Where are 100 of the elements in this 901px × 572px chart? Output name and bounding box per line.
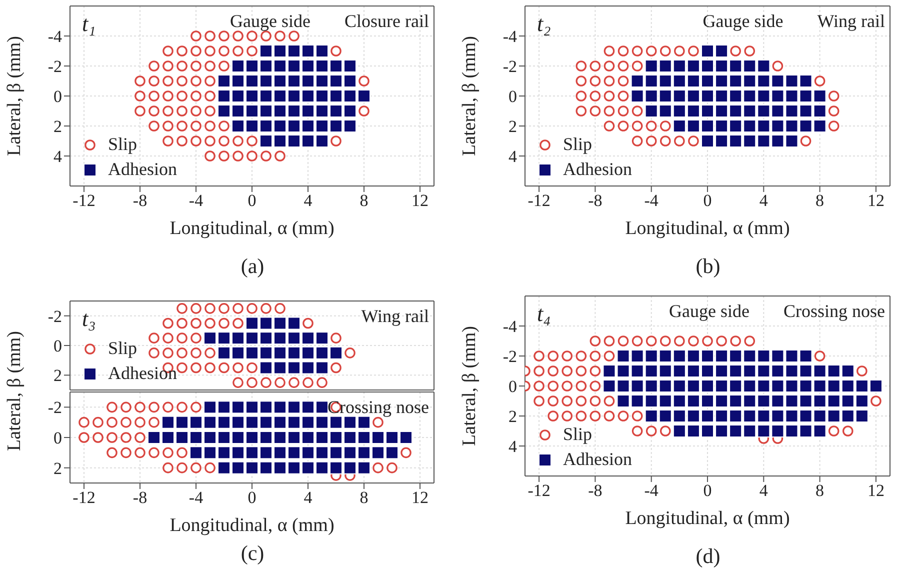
point — [246, 377, 258, 388]
x-tick-label: 8 — [360, 191, 368, 210]
point — [232, 303, 244, 314]
point — [828, 106, 840, 116]
legend-label: Slip — [563, 424, 592, 445]
point — [562, 396, 573, 406]
point — [232, 60, 244, 72]
point — [646, 46, 657, 56]
point — [344, 120, 356, 132]
point — [618, 106, 629, 116]
point — [260, 377, 272, 388]
point — [576, 410, 587, 422]
point — [302, 377, 314, 388]
point — [604, 396, 615, 406]
point — [372, 416, 384, 428]
point — [590, 90, 601, 102]
point — [232, 362, 244, 374]
x-tick-label: 4 — [304, 191, 313, 210]
point — [548, 396, 558, 406]
point — [260, 44, 272, 58]
point — [260, 303, 272, 314]
point — [744, 336, 756, 346]
point — [562, 410, 573, 422]
x-tick-label: 12 — [867, 191, 884, 210]
y-tick-label: -2 — [502, 57, 517, 76]
point — [176, 447, 188, 458]
point — [632, 410, 643, 422]
x-tick-label: -4 — [188, 191, 204, 210]
point — [288, 346, 300, 360]
annotation: t₄ — [537, 301, 551, 327]
point — [688, 136, 699, 146]
point — [316, 74, 328, 88]
point — [344, 60, 356, 72]
point — [330, 120, 342, 132]
point — [302, 104, 314, 118]
point — [134, 447, 146, 458]
y-axis-title: Lateral, β (mm) — [459, 326, 481, 446]
point — [590, 60, 601, 72]
x-tick-label: 12 — [412, 191, 428, 210]
point — [190, 318, 202, 329]
point — [562, 380, 573, 392]
point — [246, 303, 258, 314]
point — [576, 76, 587, 86]
point — [162, 332, 174, 344]
point — [232, 377, 244, 388]
x-tick-label: -8 — [588, 191, 602, 210]
point — [590, 336, 601, 346]
point — [274, 74, 286, 88]
point — [632, 426, 643, 436]
point — [148, 348, 160, 358]
point — [344, 104, 356, 118]
point — [302, 120, 314, 132]
point — [316, 104, 328, 118]
point — [218, 362, 230, 374]
point — [260, 90, 272, 102]
x-tick-label: 8 — [360, 488, 368, 508]
x-tick-label: 12 — [412, 488, 428, 508]
point — [316, 377, 328, 388]
point — [618, 410, 629, 422]
point — [604, 410, 615, 422]
point — [344, 90, 356, 102]
point — [106, 432, 118, 443]
point — [316, 134, 328, 148]
point — [814, 350, 826, 362]
point — [260, 60, 272, 72]
point — [400, 447, 412, 458]
point — [604, 60, 615, 72]
point — [330, 90, 342, 102]
point — [302, 361, 314, 374]
point — [316, 346, 328, 360]
legend-label: Adhesion — [563, 159, 632, 180]
point — [632, 106, 643, 116]
point — [618, 90, 629, 102]
point — [106, 416, 118, 428]
y-tick-label: 0 — [508, 377, 517, 396]
point — [870, 396, 882, 406]
point — [828, 90, 840, 102]
point — [260, 74, 272, 88]
point — [302, 90, 314, 102]
point — [604, 106, 615, 116]
point — [260, 316, 272, 330]
x-axis-title: Longitudinal, α (mm) — [170, 515, 334, 536]
point — [218, 303, 230, 314]
y-tick-label: -4 — [48, 27, 62, 46]
point — [274, 90, 286, 102]
point — [660, 46, 671, 56]
point — [218, 346, 230, 360]
point — [246, 332, 258, 345]
point — [204, 362, 216, 374]
legend-label: Adhesion — [108, 363, 177, 384]
point — [162, 447, 174, 458]
point — [134, 416, 146, 428]
point — [534, 366, 544, 376]
point — [576, 380, 587, 392]
point — [302, 74, 314, 88]
text: (c) — [240, 541, 266, 566]
x-tick-label: 4 — [304, 488, 313, 508]
point — [576, 106, 587, 116]
x-tick-label: 0 — [248, 488, 256, 508]
point — [246, 60, 258, 72]
